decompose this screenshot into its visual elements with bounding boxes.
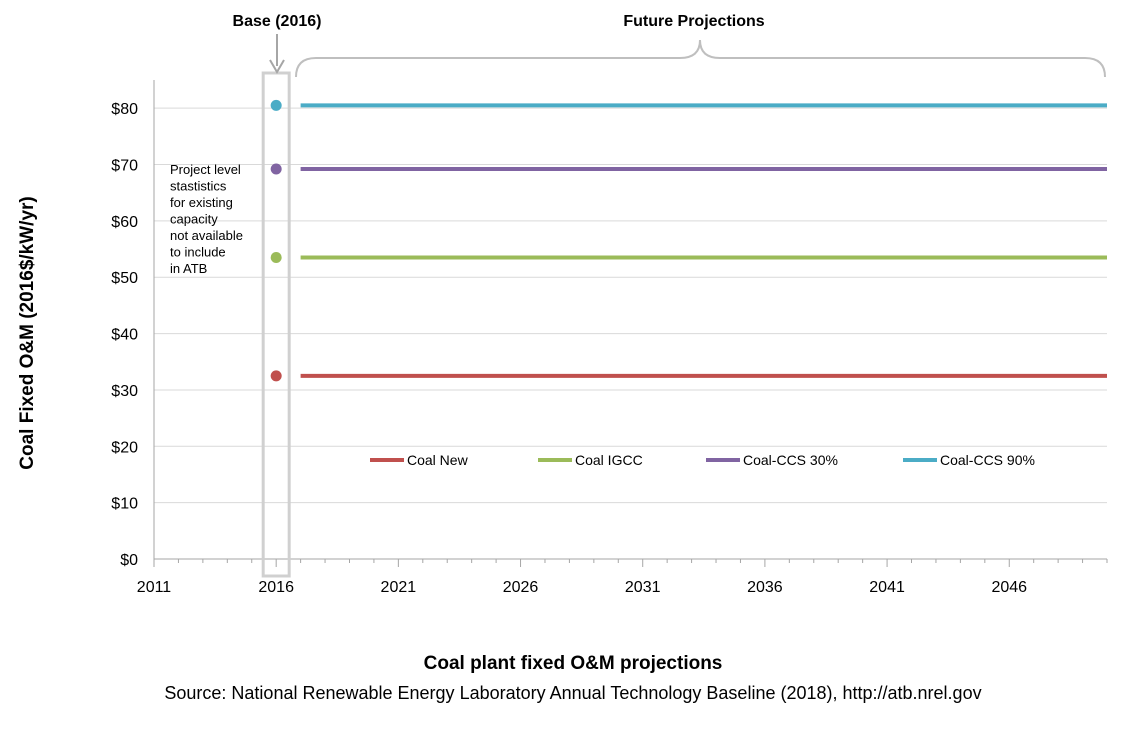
base-point-coal-igcc	[270, 252, 282, 264]
base-year-highlight	[261, 71, 291, 578]
y-tick-label: $30	[111, 383, 138, 400]
gridlines	[154, 107, 1107, 504]
future-brace-icon	[295, 39, 1106, 78]
y-axis-label: Coal Fixed O&M (2016$/kW/yr)	[17, 196, 38, 469]
x-tick-label: 2026	[503, 579, 539, 596]
y-tick-label: $40	[111, 327, 138, 344]
note-line: capacity	[170, 212, 218, 227]
down-arrow-icon	[269, 34, 285, 74]
base-point-coal-new	[270, 370, 282, 382]
note-line: in ATB	[170, 261, 207, 276]
x-tick-label: 2021	[381, 579, 417, 596]
x-tick-labels: 2011 2016 2021 2026 2031 2036 2041 2046	[137, 579, 1027, 596]
y-tick-label: $10	[111, 496, 138, 513]
y-tick-label: $0	[120, 552, 138, 569]
line-chart: $0$10$20$30$40$50$60$70$80 2011 2016 2021 2…	[17, 13, 1108, 596]
base-label: Base (2016)	[233, 13, 322, 30]
x-tick-label: 2031	[625, 579, 661, 596]
y-tick-label: $70	[111, 158, 138, 175]
x-tick-label: 2036	[747, 579, 783, 596]
base-point-coal-ccs-30-	[270, 163, 282, 175]
y-tick-label: $60	[111, 214, 138, 231]
legend-label: Coal IGCC	[575, 452, 643, 468]
x-tick-label: 2041	[869, 579, 905, 596]
note-line: not available	[170, 228, 243, 243]
legend: Coal New Coal IGCC Coal-CCS 30% Coal-CCS 90…	[370, 452, 1035, 468]
legend-label: Coal New	[407, 452, 469, 468]
y-tick-labels: $0 $10 $20 $30 $40 $50 $60 $70 $80	[111, 101, 138, 569]
chart-source: Source: National Renewable Energy Labora…	[164, 683, 982, 703]
x-tick-label: 2016	[258, 579, 294, 596]
chart-title: Coal plant fixed O&M projections	[423, 653, 723, 674]
note-line: for existing	[170, 195, 233, 210]
future-label: Future Projections	[623, 13, 764, 30]
x-tick-label: 2046	[991, 579, 1027, 596]
y-tick-label: $20	[111, 439, 138, 456]
y-tick-label: $50	[111, 270, 138, 287]
legend-label: Coal-CCS 30%	[743, 452, 838, 468]
legend-label: Coal-CCS 90%	[940, 452, 1035, 468]
note-line: Project level	[170, 162, 241, 177]
note-line: stastistics	[170, 179, 227, 194]
y-tick-label: $80	[111, 101, 138, 118]
annotations: Base (2016) Future Projections	[233, 13, 1106, 78]
x-tick-label: 2011	[137, 579, 172, 596]
axes	[153, 80, 1108, 567]
base-point-coal-ccs-90-	[270, 99, 282, 111]
base-year-box	[261, 71, 291, 578]
note-line: to include	[170, 245, 226, 260]
series-lines	[270, 99, 1107, 382]
